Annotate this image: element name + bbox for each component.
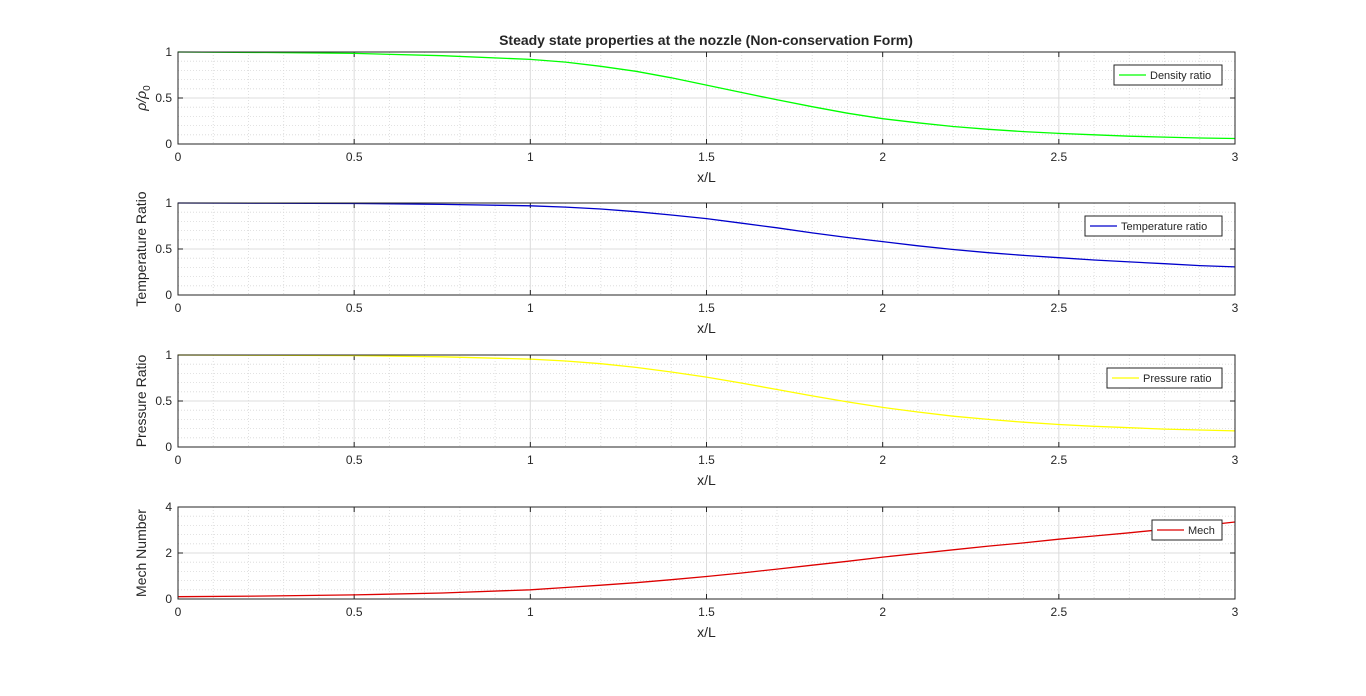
x-tick-label: 0.5 [346, 605, 363, 619]
x-axis-label: x/L [697, 320, 716, 336]
y-tick-label: 1 [165, 45, 172, 59]
x-tick-label: 1 [527, 301, 534, 315]
x-tick-label: 2.5 [1050, 453, 1067, 467]
legend: Pressure ratio [1106, 367, 1223, 389]
x-tick-label: 2.5 [1050, 605, 1067, 619]
axes-box [177, 202, 1236, 296]
x-tick-label: 0 [175, 150, 182, 164]
y-axis-label: Pressure Ratio [133, 354, 149, 447]
x-tick-label: 0 [175, 453, 182, 467]
x-tick-label: 1 [527, 150, 534, 164]
x-tick-label: 2 [879, 453, 886, 467]
x-tick-label: 1.5 [698, 453, 715, 467]
legend-label: Density ratio [1150, 70, 1211, 82]
y-tick-label: 1 [165, 348, 172, 362]
x-tick-label: 0.5 [346, 301, 363, 315]
y-tick-label: 2 [165, 546, 172, 560]
series-line [177, 202, 1236, 268]
y-axis-label: Temperature Ratio [133, 191, 149, 306]
x-tick-label: 3 [1232, 605, 1239, 619]
axes-box [177, 506, 1236, 600]
x-tick-label: 0 [175, 301, 182, 315]
x-tick-label: 2.5 [1050, 301, 1067, 315]
axes-box [177, 354, 1236, 448]
series-line [177, 521, 1236, 598]
y-axis-label: Mech Number [133, 509, 149, 597]
x-tick-label: 1 [527, 453, 534, 467]
subplot-2: 0 0.5 1 1.5 2 2.5 3 0 0.5 1 x/L Temperature Ratio Te… [133, 191, 1239, 336]
x-tick-label: 2.5 [1050, 150, 1067, 164]
x-tick-label: 1 [527, 605, 534, 619]
legend-box [1106, 367, 1223, 389]
y-tick-label: 0 [165, 592, 172, 606]
x-axis-label: x/L [697, 169, 716, 185]
axes-box [177, 51, 1236, 145]
subplot-3: 0 0.5 1 1.5 2 2.5 3 0 0.5 1 x/L Pressure Ratio Press… [133, 348, 1239, 488]
x-tick-label: 1.5 [698, 605, 715, 619]
y-tick-label: 0.5 [155, 91, 172, 105]
x-axis-label: x/L [697, 624, 716, 640]
x-tick-label: 1.5 [698, 150, 715, 164]
subplot-1: 0 0.5 1 1.5 2 2.5 3 0 0.5 1 x/L ρ/ρ0 Density ratio [133, 45, 1239, 185]
legend: Temperature ratio [1084, 215, 1223, 237]
x-tick-label: 2 [879, 301, 886, 315]
y-tick-label: 0 [165, 288, 172, 302]
y-tick-label: 0 [165, 440, 172, 454]
series-line [177, 51, 1236, 140]
legend-box [1113, 64, 1223, 86]
x-tick-label: 2 [879, 150, 886, 164]
x-tick-label: 1.5 [698, 301, 715, 315]
legend: Density ratio [1113, 64, 1223, 86]
legend-label: Mech [1188, 525, 1215, 537]
y-tick-label: 0 [165, 137, 172, 151]
y-tick-label: 0.5 [155, 242, 172, 256]
x-tick-label: 3 [1232, 150, 1239, 164]
x-tick-label: 0 [175, 605, 182, 619]
series-line [177, 354, 1236, 432]
x-tick-label: 3 [1232, 301, 1239, 315]
y-tick-label: 1 [165, 196, 172, 210]
y-tick-label: 4 [165, 500, 172, 514]
x-tick-label: 2 [879, 605, 886, 619]
x-tick-label: 0.5 [346, 453, 363, 467]
x-axis-label: x/L [697, 472, 716, 488]
legend-box [1084, 215, 1223, 237]
legend-box [1151, 519, 1223, 541]
legend-label: Pressure ratio [1143, 373, 1211, 385]
x-tick-label: 0.5 [346, 150, 363, 164]
legend: Mech [1151, 519, 1223, 541]
x-tick-label: 3 [1232, 453, 1239, 467]
legend-label: Temperature ratio [1121, 221, 1207, 233]
subplot-4: 0 0.5 1 1.5 2 2.5 3 0 2 4 x/L Mech Number Mech [133, 500, 1239, 640]
figure-title: Steady state properties at the nozzle (N… [499, 32, 913, 48]
y-axis-label: ρ/ρ0 [133, 85, 153, 112]
y-tick-label: 0.5 [155, 394, 172, 408]
